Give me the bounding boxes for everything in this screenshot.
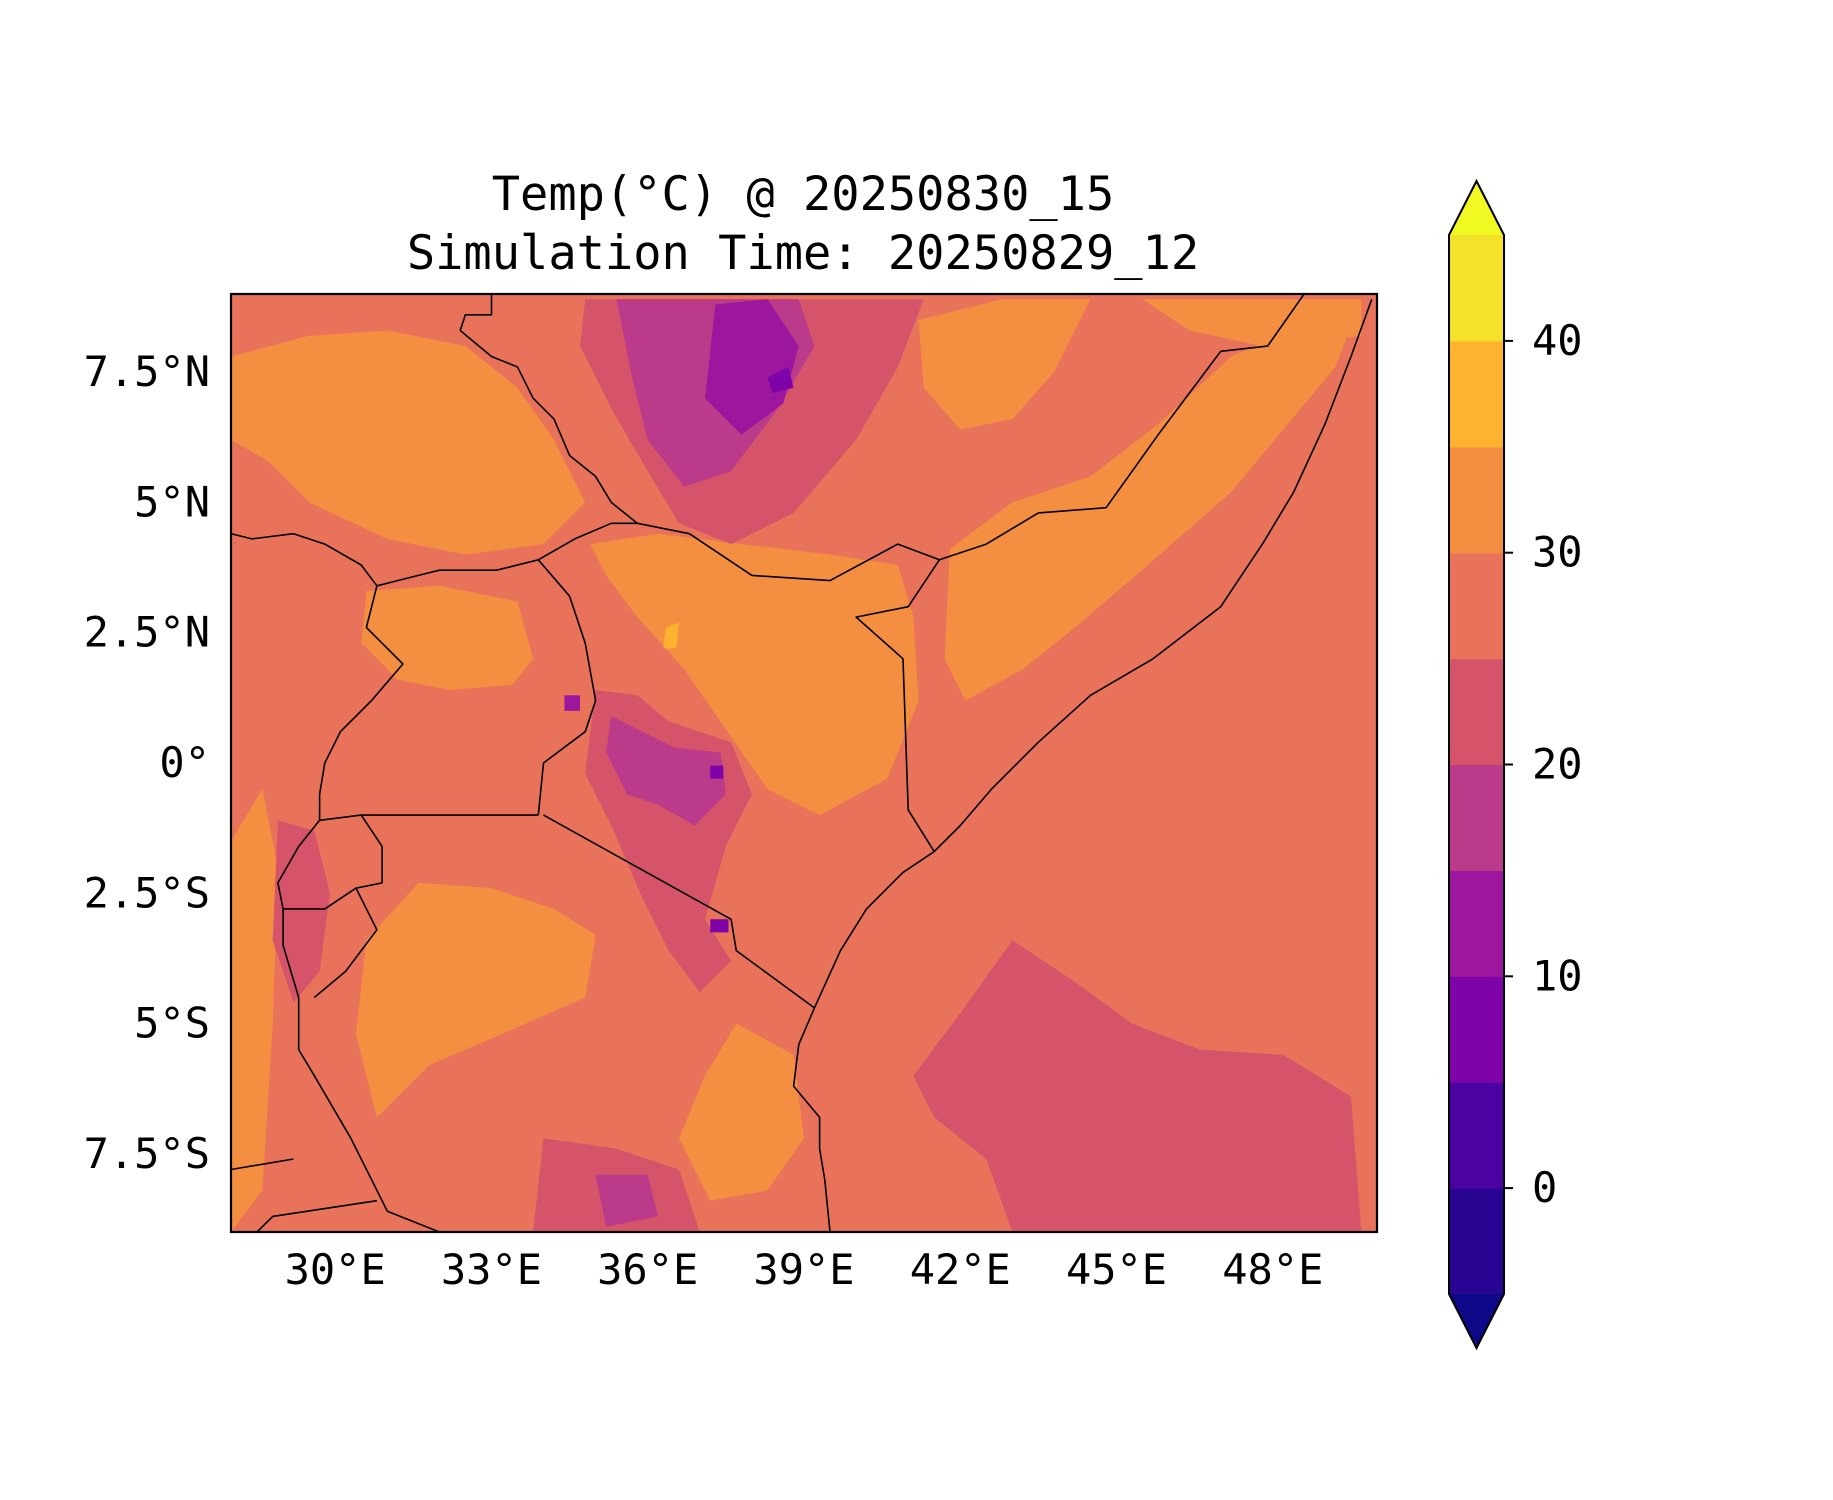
temp-region-tanzania-central-warm [679, 1023, 804, 1201]
colorbar-tick-label: 30 [1532, 528, 1583, 577]
lon-tick-label: 39°E [753, 1245, 854, 1294]
temp-region-tanzania-west-warm [356, 882, 596, 1118]
border-ss-kenya-ilemi [537, 522, 638, 561]
temp-region-somalia-warm [944, 299, 1362, 701]
border-drc-zambia [256, 1199, 378, 1232]
border-uganda-drc [318, 585, 404, 821]
lon-tick-label: 33°E [441, 1245, 542, 1294]
border-kenya-somalia [855, 559, 941, 853]
border-rwanda [277, 814, 383, 910]
border-ss-sudan-north [459, 294, 493, 331]
colorbar-segment [1449, 1082, 1504, 1189]
colorbar-under-extend [1449, 1294, 1504, 1348]
temp-region-northeast-kenya-warm [590, 533, 919, 816]
temp-region-uganda-warm [361, 585, 534, 690]
lat-tick-label: 2.5°S [84, 868, 210, 917]
colorbar-segment [1449, 764, 1504, 871]
border-kenya-tanzania [543, 814, 815, 1009]
colorbar-tick-label: 0 [1532, 1163, 1557, 1212]
lon-tick-label: 48°E [1222, 1245, 1323, 1294]
colorbar-segment [1449, 446, 1504, 554]
lon-tick-label: 45°E [1066, 1245, 1167, 1294]
temp-region-mt-elgon [564, 695, 580, 711]
temp-region-ethiopia-peak [767, 367, 794, 393]
country-borders [231, 294, 1373, 1232]
lat-tick-label: 0° [159, 738, 210, 787]
lon-tick-label: 36°E [597, 1245, 698, 1294]
temp-region-mt-kenya [710, 765, 724, 779]
lat-tick-label: 7.5°N [84, 347, 210, 396]
colorbar-segment [1449, 340, 1504, 448]
temp-region-drc-west-warm [231, 789, 278, 1232]
colorbar-over-extend [1449, 181, 1504, 235]
border-kenya-tanzania-coast [792, 850, 935, 1232]
temp-region-kenya-highlands-colder [606, 716, 726, 826]
border-kenya-ethiopia [637, 522, 940, 582]
temp-region-south-sudan-warm [231, 330, 586, 555]
temp-region-ethiopia-highlands-coldest [705, 299, 799, 435]
temp-region-kilimanjaro [710, 919, 729, 933]
border-somalia-coast [933, 298, 1373, 853]
map-plot-area [229, 292, 1379, 1234]
colorbar-segment [1449, 1188, 1504, 1295]
colorbar-segment [1449, 235, 1504, 342]
lon-tick-label: 30°E [285, 1245, 386, 1294]
latitude-axis: 7.5°N 5°N 2.5°N 0° 2.5°S 5°S 7.5°S [84, 347, 210, 1178]
border-ethiopia-somalia [939, 294, 1305, 561]
temp-region-gulf-aden-warm [1142, 299, 1362, 347]
colorbar-tick-label: 10 [1532, 951, 1583, 1000]
lat-tick-label: 7.5°S [84, 1129, 210, 1178]
border-mozambique-north [231, 1158, 294, 1171]
colorbar-tick-label: 40 [1532, 316, 1583, 365]
map-title-line2: Simulation Time: 20250829_12 [406, 226, 1200, 281]
lon-tick-label: 42°E [910, 1245, 1011, 1294]
temp-region-ethiopia-east-warm [918, 299, 1091, 430]
temp-region-kenya-rift-hot [663, 622, 679, 649]
colorbar-outline [1448, 178, 1505, 1351]
longitude-axis: 30°E 33°E 36°E 39°E 42°E 45°E 48°E [285, 1245, 1324, 1294]
temp-region-indian-ocean-cool [913, 940, 1362, 1232]
temp-region-southern-highlands-colder [595, 1174, 659, 1227]
temperature-field [231, 294, 1377, 1232]
border-lake-tanganyika-east [282, 908, 440, 1232]
colorbar-segment [1449, 552, 1504, 660]
colorbar-segment [1449, 976, 1504, 1083]
lat-tick-label: 5°N [134, 477, 210, 526]
colorbar-segment [1449, 658, 1504, 766]
border-ss-uganda [231, 532, 539, 587]
colorbar-tick-label: 20 [1532, 740, 1583, 789]
border-burundi-tanzania [313, 887, 378, 999]
border-ss-ethiopia [459, 329, 638, 524]
lat-tick-label: 2.5°N [84, 608, 210, 657]
border-uganda-kenya [537, 559, 597, 816]
lat-tick-label: 5°S [134, 999, 210, 1048]
map-frame [229, 292, 1379, 1234]
colorbar-segment [1449, 870, 1504, 977]
colorbar: 0 10 20 30 40 [1448, 178, 1583, 1351]
map-title-line1: Temp(°C) @ 20250830_15 [491, 167, 1115, 222]
